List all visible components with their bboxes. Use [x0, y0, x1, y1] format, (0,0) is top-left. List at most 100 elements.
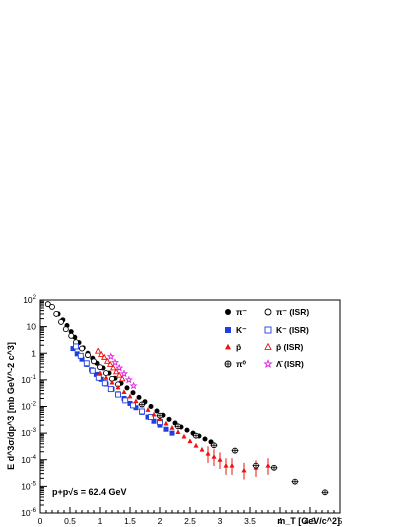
- legend-entry: π⁻: [225, 307, 248, 317]
- data-point: [74, 351, 80, 357]
- y-tick-label: 10-6: [21, 508, 36, 518]
- data-point: [122, 397, 129, 404]
- legend-marker: [225, 343, 231, 350]
- legend-marker: [225, 327, 231, 333]
- legend-label: π⁰: [236, 359, 247, 369]
- series-open-cross-circle: [138, 401, 329, 496]
- data-point: [184, 427, 190, 433]
- data-point: [130, 402, 136, 409]
- data-point: [89, 367, 96, 374]
- y-tick-label: 10-1: [21, 375, 36, 385]
- data-point: [68, 332, 75, 339]
- data-point: [136, 394, 142, 400]
- legend-label: Λ̄ (ISR): [276, 359, 304, 369]
- data-point: [53, 310, 60, 317]
- x-tick-label: 5: [338, 516, 343, 526]
- legend-entry: K⁻ (ISR): [264, 325, 309, 335]
- data-point: [292, 478, 298, 485]
- series-filled-triangle: [97, 370, 271, 480]
- data-point: [121, 389, 127, 395]
- data-point: [199, 446, 205, 452]
- data-point: [91, 358, 97, 365]
- x-tick-label: 1.5: [124, 516, 136, 526]
- data-point: [211, 442, 217, 449]
- data-point: [95, 374, 102, 381]
- series-open-star: [106, 352, 138, 390]
- legend-entry: p̄ (ISR): [264, 342, 304, 352]
- data-point: [187, 438, 193, 444]
- data-point: [322, 489, 328, 496]
- legend-label: K⁻ (ISR): [276, 325, 309, 335]
- data-point: [68, 329, 74, 335]
- x-tick-label: 2.5: [184, 516, 196, 526]
- data-point: [271, 464, 277, 471]
- data-point: [157, 422, 163, 428]
- x-tick-label: 3.5: [244, 516, 256, 526]
- data-point: [44, 301, 51, 308]
- data-point: [124, 375, 133, 384]
- data-point: [145, 414, 151, 420]
- data-point: [217, 457, 223, 462]
- legend-entry: π⁰: [224, 359, 247, 369]
- data-point: [232, 447, 238, 454]
- data-point: [253, 462, 259, 469]
- data-point: [119, 369, 129, 378]
- x-tick-label: 1: [98, 516, 103, 526]
- data-point: [211, 453, 217, 459]
- x-tick-label: 4.5: [304, 516, 316, 526]
- data-point: [115, 391, 121, 398]
- data-point: [229, 462, 235, 468]
- legend-label: K⁻: [236, 325, 247, 335]
- series-open-square: [73, 343, 163, 426]
- legend-entry: K⁻: [225, 325, 247, 335]
- data-point: [129, 381, 138, 390]
- data-point: [73, 343, 79, 350]
- legend-marker: [224, 360, 232, 368]
- legend: π⁻ π⁻ (ISR) K⁻ K⁻ (ISR) p̄ p̄ (ISR) π⁰ Λ̄ (ISR): [224, 307, 309, 369]
- y-tick-label: 10-3: [21, 428, 36, 438]
- data-point: [70, 346, 76, 352]
- data-point: [115, 371, 123, 378]
- data-point: [110, 358, 120, 366]
- data-point: [202, 436, 208, 442]
- data-point: [106, 360, 114, 367]
- legend-entry: π⁻ (ISR): [264, 307, 309, 317]
- legend-marker: [264, 342, 272, 350]
- data-point: [145, 407, 151, 412]
- legend-label: p̄: [236, 342, 241, 352]
- legend-entry: p̄: [225, 342, 241, 352]
- data-point: [130, 390, 136, 396]
- x-axis-ticks: 0 0.5 1 1.5 2 2.5 3 3.5 4 4.5 5: [38, 507, 343, 526]
- legend-entry: Λ̄ (ISR): [263, 359, 304, 369]
- data-point: [205, 450, 211, 456]
- data-point: [166, 416, 172, 422]
- data-point: [148, 414, 154, 421]
- energy-annotation: p+p√s = 62.4 GeV: [52, 487, 126, 497]
- data-point: [101, 380, 108, 387]
- y-tick-label: 1: [31, 348, 36, 358]
- y-tick-label: 10-2: [21, 402, 36, 412]
- data-point: [175, 423, 181, 430]
- data-point: [107, 386, 114, 393]
- legend-label: π⁻ (ISR): [276, 307, 309, 317]
- data-point: [103, 370, 109, 377]
- legend-marker: [264, 326, 272, 334]
- data-point: [163, 426, 169, 432]
- legend-marker: [264, 308, 272, 316]
- data-point: [109, 379, 115, 385]
- data-markers: [44, 301, 329, 496]
- data-point: [124, 385, 130, 391]
- x-tick-label: 4: [278, 516, 283, 526]
- data-point: [193, 442, 199, 448]
- data-point: [58, 318, 64, 325]
- data-point: [79, 356, 85, 362]
- data-point: [97, 370, 103, 376]
- data-point: [193, 432, 199, 439]
- data-point: [175, 429, 181, 435]
- data-point: [139, 401, 145, 408]
- y-tick-label: 10: [27, 322, 37, 332]
- data-point: [106, 352, 115, 361]
- y-axis-ticks: 10-6 10-5 10-4 10-3 10-2 10-1 1 10 102: [21, 295, 47, 518]
- data-point: [85, 352, 91, 359]
